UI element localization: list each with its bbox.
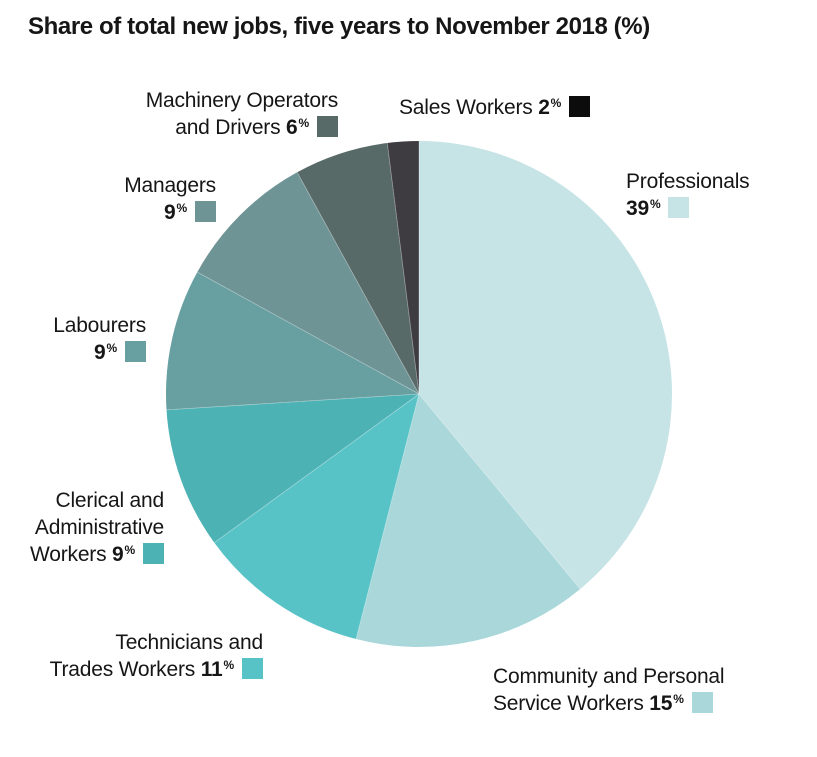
label-line: Professionals	[626, 170, 750, 193]
percent-sign: %	[550, 96, 562, 110]
label-line: Service Workers 15%	[493, 692, 713, 715]
label-line: Trades Workers 11%	[50, 658, 263, 681]
slice-seam	[355, 393, 420, 640]
slice-value: 9	[164, 201, 176, 224]
slice-label-labourers: Labourers 9%	[53, 312, 146, 369]
slice-value: 9	[94, 341, 106, 364]
swatch-professionals	[668, 197, 690, 218]
slice-label-managers: Managers 9%	[124, 172, 216, 229]
label-line: Sales Workers 2%	[399, 96, 591, 119]
slice-seam	[166, 393, 420, 411]
slice-seam	[296, 172, 420, 395]
slice-value: 6	[286, 116, 298, 139]
swatch-sales-workers	[569, 96, 591, 117]
percent-sign: %	[176, 201, 188, 215]
pie-slice-professionals	[419, 141, 673, 589]
slice-label-technicians-and-trades-workers: Technicians and Trades Workers 11%	[50, 629, 264, 686]
pie-slice-community-and-personal-service-workers	[356, 394, 581, 647]
label-line: Administrative	[34, 516, 164, 539]
pie-slice-technicians-and-trades-workers	[214, 394, 419, 640]
swatch-managers	[195, 201, 216, 222]
label-line: Labourers	[53, 314, 146, 337]
slice-value: 15	[649, 692, 673, 715]
label-line: and Drivers 6%	[175, 116, 338, 139]
slice-seam	[418, 393, 581, 590]
swatch-clerical-and-administrative-workers	[143, 543, 164, 564]
label-line: Community and Personal	[493, 665, 725, 688]
slice-value: 9	[112, 543, 124, 566]
slice-value: 2	[538, 96, 550, 119]
slice-seam	[214, 393, 420, 544]
label-line: Managers	[124, 174, 216, 197]
slice-label-machinery-operators-and-drivers: Machinery Operators and Drivers 6%	[146, 87, 338, 144]
slice-label-sales-workers: Sales Workers 2%	[399, 94, 591, 124]
slice-label-professionals: Professionals 39%	[626, 168, 750, 225]
label-line: Machinery Operators	[145, 89, 338, 112]
slice-seam	[197, 271, 420, 395]
label-line: Clerical and	[55, 489, 165, 512]
swatch-technicians-and-trades-workers	[242, 658, 263, 679]
slice-value: 39	[626, 197, 649, 220]
slice-value: 11	[200, 658, 223, 681]
chart-title: Share of total new jobs, five years to N…	[28, 13, 650, 40]
label-line: 9%	[94, 341, 146, 364]
percent-sign: %	[649, 197, 661, 211]
slice-label-community-and-personal-service-workers: Community and Personal Service Workers 1…	[493, 663, 725, 720]
percent-sign: %	[673, 692, 684, 706]
label-line: Technicians and	[115, 631, 263, 654]
swatch-machinery-operators-and-drivers	[317, 116, 338, 137]
label-line: Workers 9%	[30, 543, 164, 566]
pie-slice-machinery-operators-and-drivers	[297, 142, 419, 394]
pie-slice-clerical-and-administrative-workers	[166, 394, 419, 543]
percent-sign: %	[106, 341, 118, 355]
swatch-labourers	[125, 341, 146, 362]
percent-sign: %	[124, 543, 136, 557]
label-line: 39%	[626, 197, 690, 220]
slice-seam	[386, 142, 420, 395]
pie-slice-labourers	[166, 272, 419, 410]
pie-slice-sales-workers	[387, 141, 419, 394]
swatch-community-and-personal-service-workers	[691, 692, 713, 713]
label-line: 9%	[164, 201, 216, 224]
pie-slice-managers	[197, 172, 419, 394]
percent-sign: %	[298, 116, 310, 130]
percent-sign: %	[223, 658, 235, 672]
slice-label-clerical-and-administrative-workers: Clerical and Administrative Workers 9%	[30, 487, 164, 571]
